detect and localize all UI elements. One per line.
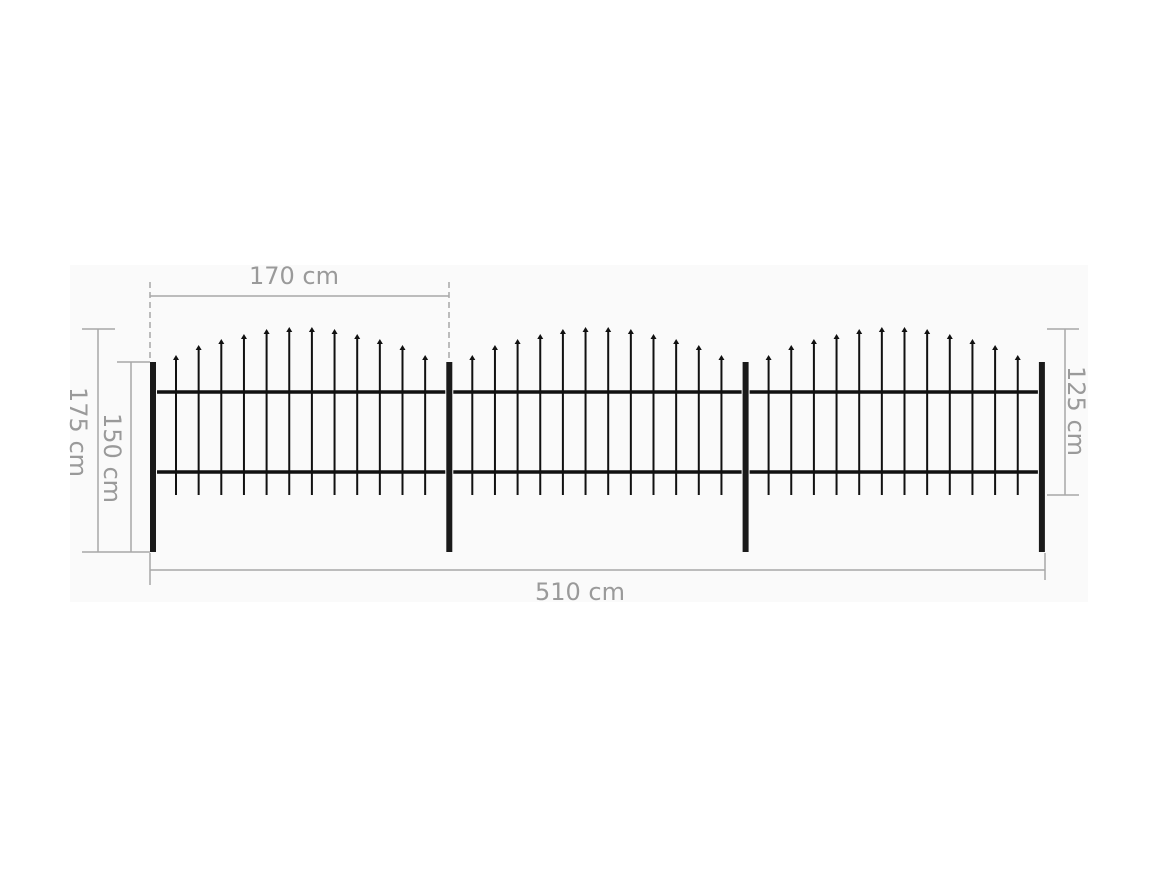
picket-spear-tip (559, 329, 566, 334)
picket-spear-tip (173, 355, 179, 360)
picket-spear-tip (788, 345, 795, 350)
picket-spear-tip (399, 345, 406, 350)
picket-spear-tip (514, 339, 521, 344)
picket-spear-tip (924, 329, 931, 334)
fence-post (742, 362, 749, 552)
picket-spear-tip (946, 334, 953, 339)
picket-spear-tip (650, 334, 657, 339)
picket-spear-tip (605, 327, 612, 332)
picket-spear-tip (240, 334, 247, 339)
diagram-background (70, 265, 1088, 602)
post-height-label: 150 cm (98, 413, 126, 503)
total-length-label: 510 cm (535, 578, 625, 606)
picket-spear-tip (765, 355, 772, 360)
picket-spear-tip (331, 329, 338, 334)
picket-spear-tip (969, 339, 976, 344)
total-height-label: 175 cm (64, 387, 92, 477)
picket-spear-tip (878, 327, 885, 332)
picket-spear-tip (195, 345, 202, 350)
fence-post (446, 362, 453, 552)
picket-spear-tip (263, 329, 270, 334)
picket-spear-tip (718, 355, 725, 360)
picket-spear-tip (354, 334, 361, 339)
fence-post (150, 362, 156, 552)
picket-spear-tip (856, 329, 863, 334)
fence-drawing (150, 327, 1045, 552)
picket-spear-tip (582, 327, 589, 332)
fence-height-label: 125 cm (1062, 366, 1090, 456)
picket-spear-tip (491, 345, 498, 350)
picket-spear-tip (422, 355, 429, 360)
panel-width-label: 170 cm (249, 262, 339, 290)
picket-spear-tip (627, 329, 634, 334)
picket-spear-tip (537, 334, 544, 339)
picket-spear-tip (1014, 355, 1021, 360)
picket-spear-tip (695, 345, 702, 350)
picket-spear-tip (376, 339, 383, 344)
dimension-lines (82, 282, 1079, 585)
picket-spear-tip (469, 355, 476, 360)
picket-spear-tip (308, 327, 315, 332)
picket-spear-tip (286, 327, 293, 332)
fence-post (1038, 362, 1045, 552)
picket-spear-tip (992, 345, 999, 350)
picket-spear-tip (218, 339, 225, 344)
picket-spear-tip (833, 334, 840, 339)
picket-spear-tip (673, 339, 680, 344)
picket-spear-tip (810, 339, 817, 344)
picket-spear-tip (901, 327, 908, 332)
